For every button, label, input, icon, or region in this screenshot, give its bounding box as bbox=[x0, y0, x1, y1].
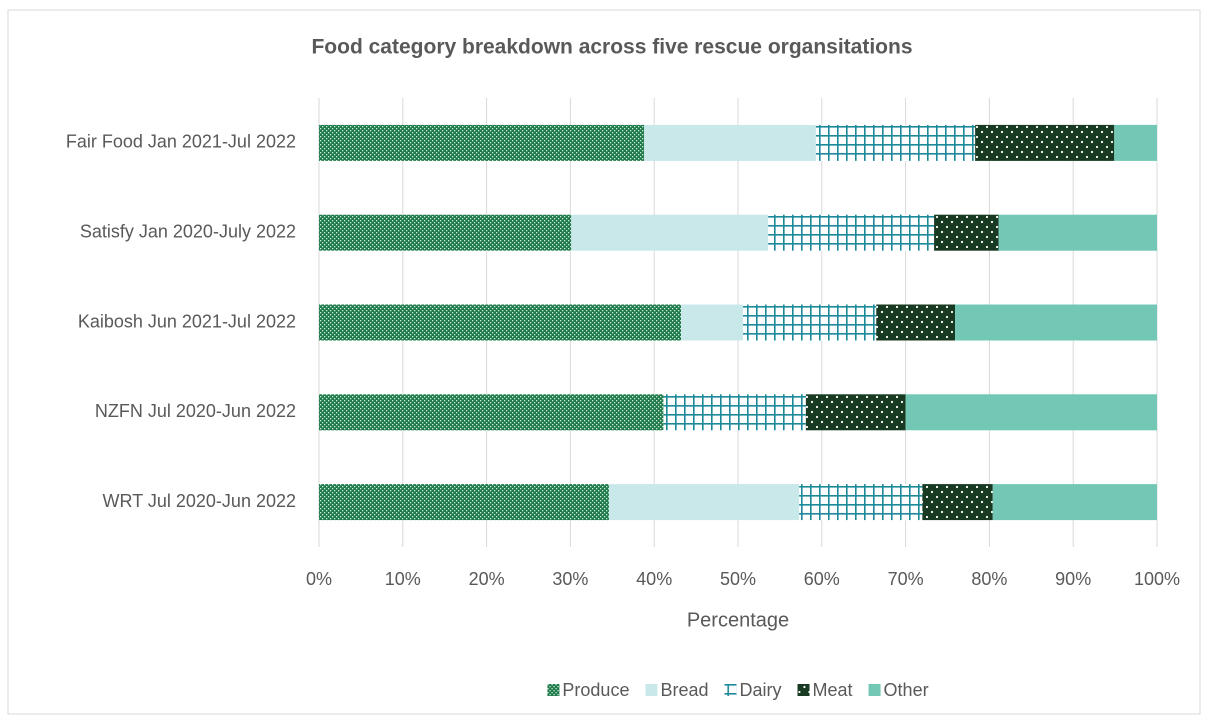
legend: Produce Bread Dairy Meat Other bbox=[547, 680, 929, 700]
legend-swatch bbox=[645, 684, 658, 696]
bar-segment bbox=[975, 124, 1115, 161]
y-tick-label: Satisfy Jan 2020-July 2022 bbox=[80, 221, 296, 241]
x-tick-label: 40% bbox=[636, 569, 672, 589]
chart-title: Food category breakdown across five resc… bbox=[311, 36, 912, 59]
bar-segment bbox=[992, 484, 1157, 521]
bar-segment bbox=[799, 484, 923, 521]
bar-segment bbox=[998, 214, 1157, 251]
x-tick-label: 90% bbox=[1055, 569, 1091, 589]
x-tick-label: 60% bbox=[804, 569, 840, 589]
bar-segment bbox=[319, 304, 682, 341]
legend-swatch bbox=[724, 684, 737, 696]
bar-segment bbox=[815, 124, 976, 161]
legend-label: Produce bbox=[562, 680, 629, 700]
legend-label: Meat bbox=[813, 680, 853, 700]
x-tick-label: 0% bbox=[306, 569, 332, 589]
legend-swatch bbox=[547, 684, 560, 696]
legend-swatch bbox=[868, 684, 881, 696]
x-tick-label: 30% bbox=[552, 569, 588, 589]
bar-segment bbox=[934, 214, 999, 251]
x-tick-label: 70% bbox=[888, 569, 924, 589]
bar-segment bbox=[955, 304, 1157, 341]
bar-segment bbox=[1114, 124, 1157, 161]
bar-segment bbox=[644, 124, 816, 161]
bar-segment bbox=[319, 394, 664, 431]
y-tick-label: WRT Jul 2020-Jun 2022 bbox=[103, 491, 296, 511]
bar-segment bbox=[681, 304, 744, 341]
bar-segment bbox=[876, 304, 956, 341]
bar-segment bbox=[608, 484, 800, 521]
bar-segment bbox=[922, 484, 993, 521]
bar-segment bbox=[319, 214, 572, 251]
x-tick-label: 80% bbox=[971, 569, 1007, 589]
y-tick-label: NZFN Jul 2020-Jun 2022 bbox=[95, 401, 296, 421]
chart-border bbox=[7, 9, 1201, 715]
legend-label: Bread bbox=[660, 680, 708, 700]
bar-segment bbox=[743, 304, 877, 341]
bar-segment bbox=[663, 394, 806, 431]
bar-segment bbox=[805, 394, 906, 431]
bar-segment bbox=[319, 484, 609, 521]
bar-segment bbox=[571, 214, 769, 251]
x-tick-label: 20% bbox=[469, 569, 505, 589]
x-tick-label: 10% bbox=[385, 569, 421, 589]
bar-segment bbox=[319, 124, 645, 161]
y-tick-label: Kaibosh Jun 2021-Jul 2022 bbox=[78, 311, 296, 331]
bar-segment bbox=[768, 214, 935, 251]
legend-swatch bbox=[797, 684, 810, 696]
y-tick-label: Fair Food Jan 2021-Jul 2022 bbox=[66, 132, 296, 152]
legend-label: Dairy bbox=[740, 680, 782, 700]
x-tick-label: 100% bbox=[1134, 569, 1180, 589]
x-tick-label: 50% bbox=[720, 569, 756, 589]
bar-segment bbox=[905, 394, 1157, 431]
x-axis-title: Percentage bbox=[687, 609, 789, 631]
legend-label: Other bbox=[884, 680, 929, 700]
